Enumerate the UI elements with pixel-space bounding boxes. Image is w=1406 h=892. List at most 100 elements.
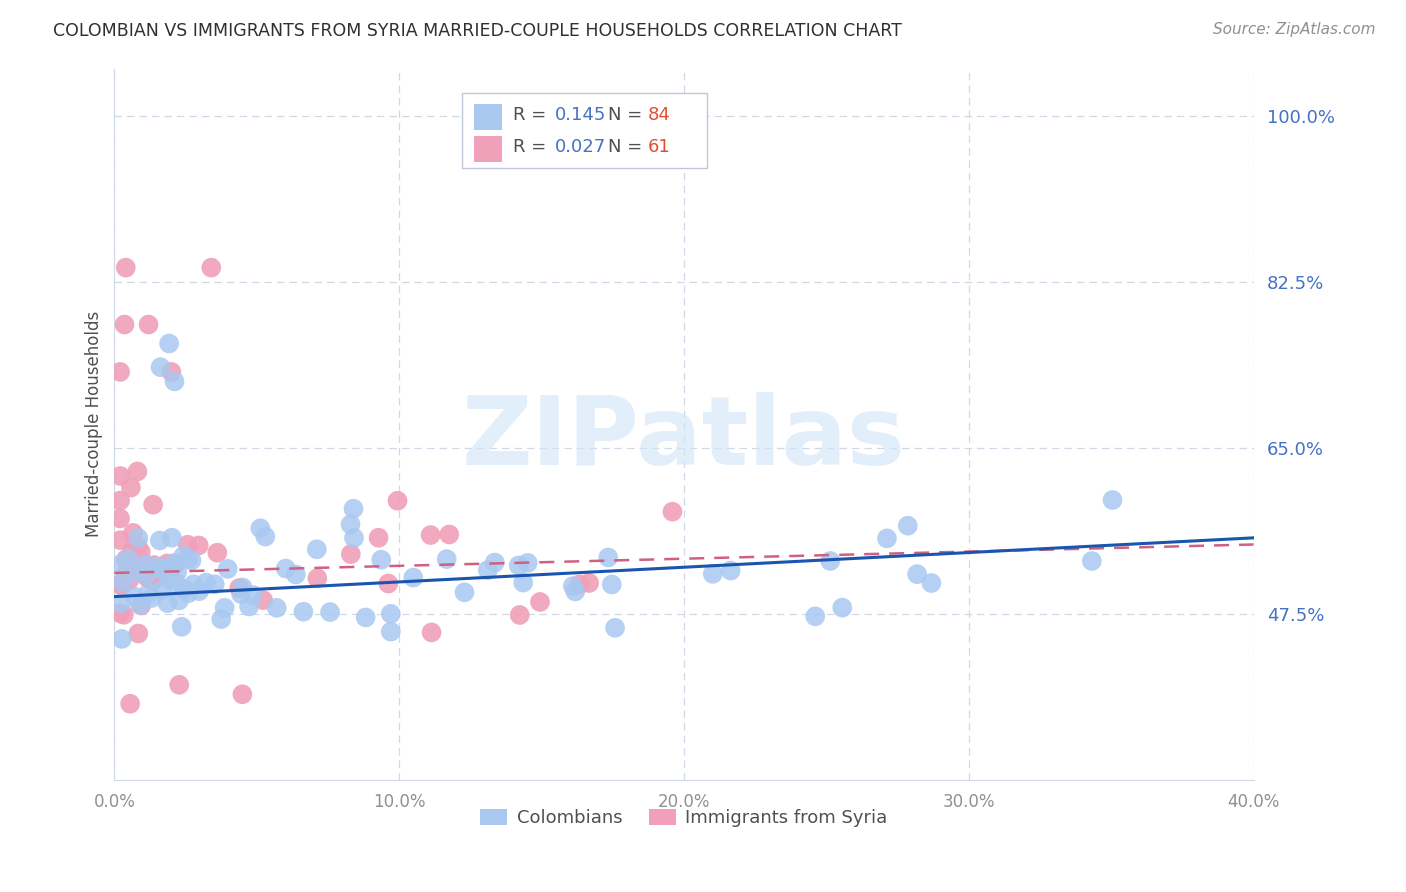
Point <box>564 584 586 599</box>
Point <box>343 531 366 545</box>
Point <box>920 576 942 591</box>
Point <box>114 260 136 275</box>
Point <box>143 558 166 572</box>
Point <box>129 599 152 613</box>
Point <box>380 607 402 621</box>
Point <box>108 493 131 508</box>
Y-axis label: Married-couple Households: Married-couple Households <box>86 311 103 537</box>
Legend: Colombians, Immigrants from Syria: Colombians, Immigrants from Syria <box>474 802 894 835</box>
Text: R =: R = <box>513 106 553 124</box>
Point <box>114 318 136 332</box>
Point <box>529 595 551 609</box>
Point <box>122 590 145 604</box>
Point <box>661 505 683 519</box>
Point <box>111 632 134 646</box>
Point <box>188 584 211 599</box>
Point <box>157 336 180 351</box>
Point <box>160 531 183 545</box>
Point <box>138 318 160 332</box>
Point <box>897 518 920 533</box>
Point <box>153 565 176 579</box>
Point <box>377 576 399 591</box>
Point <box>200 260 222 275</box>
Point <box>156 561 179 575</box>
Point <box>419 528 441 542</box>
Text: 0.027: 0.027 <box>555 137 606 156</box>
Text: Source: ZipAtlas.com: Source: ZipAtlas.com <box>1212 22 1375 37</box>
Point <box>600 577 623 591</box>
Point <box>120 697 142 711</box>
Point <box>292 605 315 619</box>
Point <box>110 533 132 548</box>
Point <box>598 550 620 565</box>
FancyBboxPatch shape <box>474 104 502 129</box>
Point <box>135 558 157 572</box>
Point <box>249 521 271 535</box>
Point <box>127 539 149 553</box>
Point <box>284 567 307 582</box>
Point <box>720 564 742 578</box>
Point <box>578 576 600 591</box>
Point <box>115 566 138 580</box>
Point <box>370 552 392 566</box>
Point <box>170 620 193 634</box>
Point <box>120 481 142 495</box>
Point <box>820 554 842 568</box>
Point <box>340 547 363 561</box>
Point <box>274 561 297 575</box>
Text: COLOMBIAN VS IMMIGRANTS FROM SYRIA MARRIED-COUPLE HOUSEHOLDS CORRELATION CHART: COLOMBIAN VS IMMIGRANTS FROM SYRIA MARRI… <box>53 22 903 40</box>
Point <box>319 605 342 619</box>
Point <box>266 600 288 615</box>
Point <box>232 581 254 595</box>
Point <box>122 525 145 540</box>
Point <box>509 607 531 622</box>
Point <box>229 587 252 601</box>
Point <box>380 624 402 639</box>
Point <box>127 566 149 580</box>
Point <box>141 591 163 605</box>
Point <box>139 573 162 587</box>
Point <box>436 552 458 566</box>
Point <box>217 562 239 576</box>
Point <box>163 556 186 570</box>
Point <box>387 493 409 508</box>
Point <box>254 530 277 544</box>
Text: ZIPatlas: ZIPatlas <box>463 392 905 484</box>
Point <box>122 555 145 569</box>
Point <box>194 575 217 590</box>
Point <box>159 573 181 587</box>
Point <box>118 573 141 587</box>
Point <box>561 579 583 593</box>
Point <box>149 360 172 375</box>
Point <box>231 687 253 701</box>
Point <box>127 531 149 545</box>
Point <box>129 545 152 559</box>
FancyBboxPatch shape <box>461 94 707 168</box>
Point <box>108 606 131 620</box>
Point <box>453 585 475 599</box>
Point <box>172 549 194 563</box>
Point <box>177 552 200 566</box>
Point <box>110 596 132 610</box>
Point <box>367 531 389 545</box>
Point <box>111 579 134 593</box>
Point <box>127 465 149 479</box>
Point <box>180 553 202 567</box>
Point <box>111 574 134 589</box>
Point <box>1081 554 1104 568</box>
Text: 61: 61 <box>648 137 671 156</box>
Point <box>167 593 190 607</box>
Point <box>111 576 134 591</box>
Point <box>228 581 250 595</box>
Point <box>128 553 150 567</box>
Point <box>159 559 181 574</box>
Point <box>135 568 157 582</box>
Point <box>439 527 461 541</box>
Point <box>176 538 198 552</box>
Point <box>804 609 827 624</box>
Text: R =: R = <box>513 137 553 156</box>
FancyBboxPatch shape <box>474 136 502 161</box>
Point <box>512 575 534 590</box>
Point <box>508 558 530 573</box>
Point <box>118 551 141 566</box>
